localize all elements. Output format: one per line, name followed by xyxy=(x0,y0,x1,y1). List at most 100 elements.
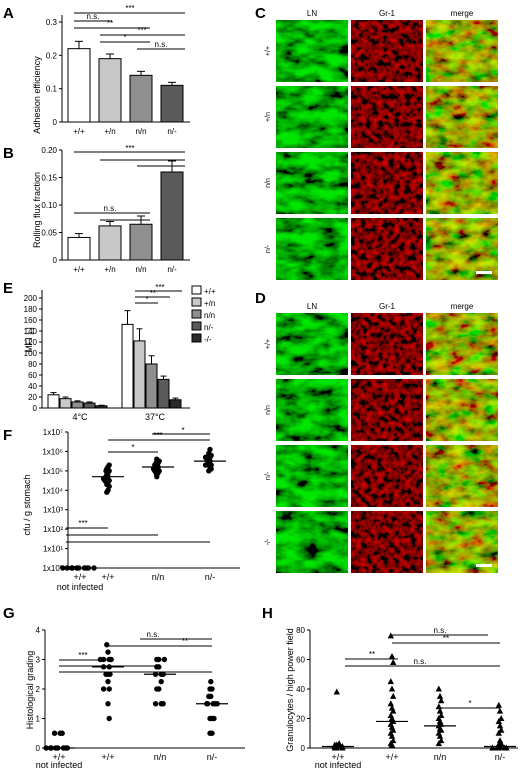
h-point xyxy=(387,700,394,707)
g-point xyxy=(161,656,168,663)
a-bar xyxy=(160,84,184,123)
h-point xyxy=(387,678,394,685)
micrograph-gr1 xyxy=(351,379,423,441)
e-legend-swatch xyxy=(191,333,202,343)
b-ytick-label: 0.05 xyxy=(41,229,57,238)
d-column-label: LN xyxy=(307,302,317,311)
e-ytick-label: 180 xyxy=(24,305,38,314)
e-bar xyxy=(59,398,72,409)
e-bar xyxy=(83,402,96,409)
micrograph-gr1 xyxy=(351,86,423,148)
sig-f-4: *** xyxy=(78,519,87,528)
e-ytick-label: 0 xyxy=(33,404,38,413)
h-ytick-label: 80 xyxy=(296,626,305,635)
e-ytick-label: 200 xyxy=(24,294,38,303)
h-point xyxy=(390,707,397,714)
c-column-label: Gr-1 xyxy=(379,9,396,18)
h-point xyxy=(435,740,442,747)
e-ytick-label: 160 xyxy=(24,316,38,325)
h-point xyxy=(436,732,444,739)
g-point xyxy=(158,678,164,685)
f-xtick-label: n/- xyxy=(205,572,216,582)
a-bar xyxy=(129,74,153,123)
e-ytick-label: 60 xyxy=(28,371,37,380)
micrograph-merge xyxy=(426,86,498,148)
b-ytick-label: 0.15 xyxy=(41,174,57,183)
micrograph-merge xyxy=(426,379,498,441)
a-bar xyxy=(98,58,122,123)
micrograph-ln xyxy=(276,313,348,375)
h-point xyxy=(496,707,504,714)
g-xtick-label: +/+ xyxy=(52,752,65,762)
panel-e-ylabel: MFI [ ] xyxy=(24,327,34,353)
b-ytick-label: 0 xyxy=(53,256,58,265)
b-xtick-label: +/n xyxy=(104,265,115,274)
g-point xyxy=(106,686,112,692)
sig-e-3: * xyxy=(145,295,148,304)
d-column-label: merge xyxy=(451,302,474,311)
micrograph-ln xyxy=(276,86,348,148)
h-point xyxy=(436,692,444,699)
b-bar xyxy=(98,225,122,261)
f-point xyxy=(153,460,159,466)
sig-g-4: *** xyxy=(155,657,164,666)
a-xtick-label: +/n xyxy=(104,127,115,136)
a-xtick-label: n/n xyxy=(135,127,146,136)
micrograph-ln xyxy=(276,445,348,507)
h-point xyxy=(333,688,340,695)
h-ytick-label: 20 xyxy=(296,715,305,724)
g-ytick-label: 4 xyxy=(36,626,41,635)
e-ytick-label: 80 xyxy=(28,360,37,369)
f-ytick-label: 1x10⁴ xyxy=(42,486,63,495)
c-column-label: merge xyxy=(451,9,474,18)
f-ytick-label: 1x10⁵ xyxy=(42,467,63,476)
e-legend-label: +/+ xyxy=(204,287,216,296)
g-xtick-label: n/- xyxy=(207,752,218,762)
sig-f-3: * xyxy=(131,443,134,452)
micrograph-gr1 xyxy=(351,152,423,214)
panel-a-letter: A xyxy=(3,5,14,22)
panel-b-letter: B xyxy=(3,145,14,162)
c-row-label: n/n xyxy=(265,178,272,188)
panel-d-micrographs: LN Gr-1 merge +/+ n/n n/- -/- xyxy=(265,302,498,573)
b-xtick-label: n/- xyxy=(167,265,177,274)
g-point xyxy=(106,715,112,722)
e-ytick-label: 100 xyxy=(24,349,38,358)
h-point xyxy=(495,729,502,736)
e-legend-swatch xyxy=(191,297,202,307)
a-xtick-label: n/- xyxy=(167,127,177,136)
g-xtick-label: n/n xyxy=(154,752,167,762)
e-bar xyxy=(95,405,108,409)
h-xtick-label: +/+ xyxy=(385,752,398,762)
a-ytick-label: 0.2 xyxy=(46,51,58,60)
g-point xyxy=(103,671,109,677)
h-point xyxy=(493,744,500,751)
sig-e-1: *** xyxy=(155,283,164,292)
sig-b-2: n.s. xyxy=(104,204,117,213)
g-ytick-label: 0 xyxy=(36,744,41,753)
h-ytick-label: 0 xyxy=(301,744,306,753)
b-bar xyxy=(129,223,153,261)
sig-h-4: n.s. xyxy=(414,657,427,666)
e-ytick-label: 20 xyxy=(28,393,37,402)
micrograph-ln xyxy=(276,152,348,214)
a-bar xyxy=(67,48,91,123)
b-bar xyxy=(160,171,184,261)
f-ytick-label: 1x10¹ xyxy=(43,545,63,554)
e-ytick-label: 40 xyxy=(28,382,37,391)
b-ytick-label: 0.20 xyxy=(41,146,57,155)
scale-bar xyxy=(476,564,492,567)
g-ytick-label: 3 xyxy=(36,656,41,665)
h-point xyxy=(495,717,502,724)
b-ytick-label: 0.10 xyxy=(41,201,57,210)
micrograph-gr1 xyxy=(351,20,423,82)
f-point xyxy=(154,473,160,480)
g-point xyxy=(207,715,213,722)
c-row-label: +/n xyxy=(265,112,272,122)
f-xtick-label: +/+ xyxy=(73,572,86,582)
e-ytick-label: 120 xyxy=(24,338,38,347)
micrograph-merge xyxy=(426,20,498,82)
d-row-label: n/- xyxy=(265,471,272,480)
h-point xyxy=(438,697,445,704)
